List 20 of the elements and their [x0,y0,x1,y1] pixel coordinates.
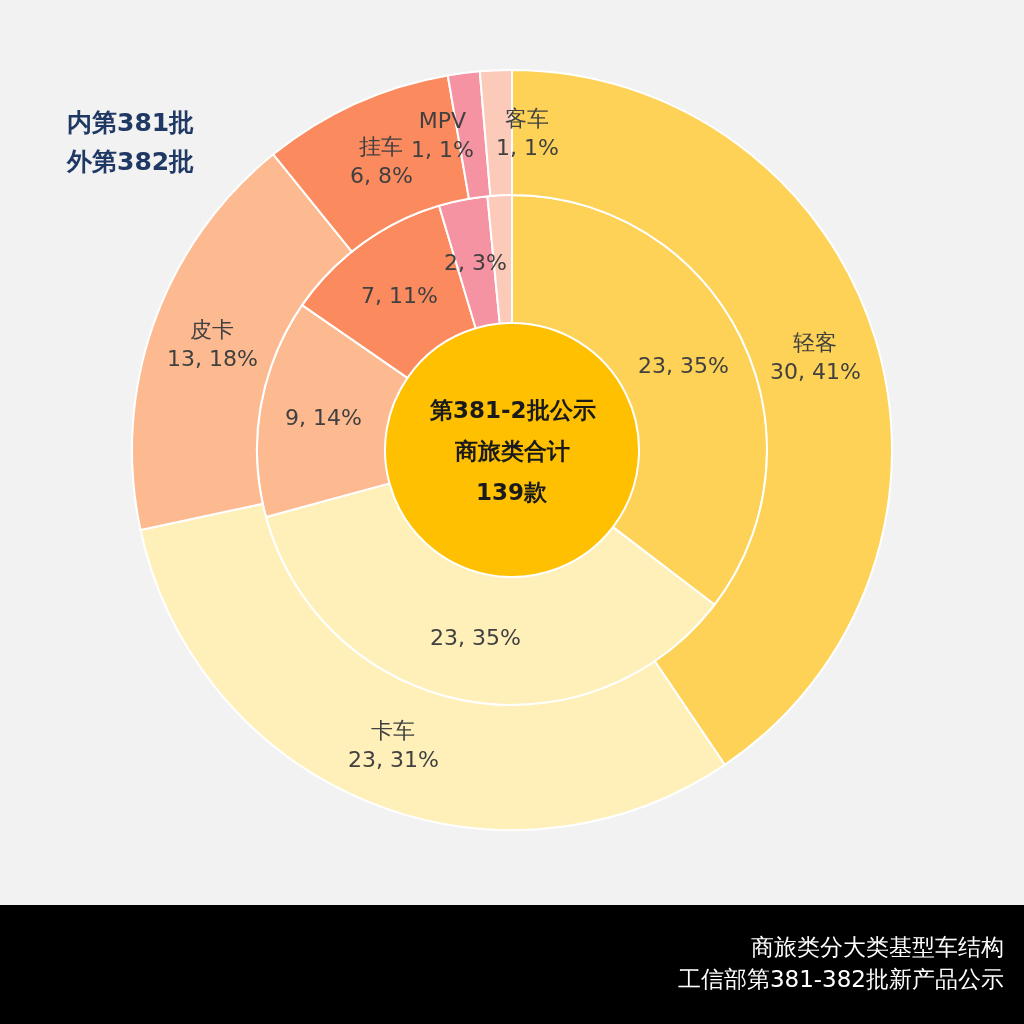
data-label: 23, 35% [430,625,521,650]
text: 内第381批 [67,108,195,137]
text: 第381-2批公示 [429,397,596,423]
data-label: 6, 8% [350,162,413,188]
slice-label: 卡车 [371,718,416,743]
slice-label: 挂车 [359,134,404,159]
text: 商旅类合计 [454,438,570,464]
data-label: 7, 11% [361,283,438,308]
data-label: 30, 41% [770,358,861,384]
data-label: 23, 31% [348,746,439,772]
text: 商旅类分大类基型车结构 [750,933,1004,962]
text: 外第382批 [66,147,195,176]
data-label: 13, 18% [167,345,258,371]
data-label: 23, 35% [638,353,729,378]
text: 139款 [476,479,549,505]
data-label: 1, 1% [496,134,559,160]
data-label: 9, 14% [285,405,362,430]
slice-label: 皮卡 [190,317,235,342]
slice-label: 轻客 [793,330,838,355]
text: 工信部第381-382批新产品公示 [676,965,1004,994]
